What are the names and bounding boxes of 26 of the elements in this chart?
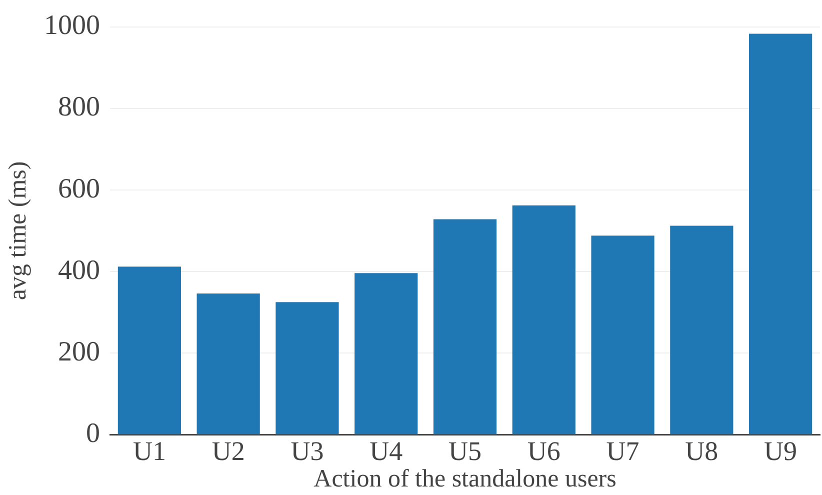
y-tick-label: 200 (58, 336, 100, 368)
x-tick-label: U9 (764, 436, 798, 466)
x-tick-label: U8 (685, 436, 718, 466)
x-tick-label: U5 (448, 436, 482, 466)
x-tick-label: U1 (132, 436, 166, 466)
x-tick-label: U6 (527, 436, 560, 466)
bar (512, 205, 576, 434)
y-tick-label: 1000 (44, 10, 100, 42)
y-tick-label: 800 (58, 92, 100, 123)
y-axis-title: avg time (ms) (4, 161, 32, 300)
y-tick-label: 400 (58, 254, 100, 286)
bar (749, 34, 812, 434)
bar (433, 219, 497, 434)
bar (196, 294, 260, 434)
x-tick-label: U3 (290, 436, 324, 466)
bar (591, 236, 654, 434)
x-tick-label: U7 (606, 436, 640, 466)
bar (354, 273, 418, 434)
x-tick-label: U2 (212, 436, 245, 466)
y-tick-label: 0 (86, 418, 100, 449)
y-tick-label: 600 (58, 173, 100, 204)
bar (118, 266, 181, 434)
x-tick-label: U4 (370, 436, 404, 466)
bar (276, 302, 339, 434)
bar (670, 226, 734, 434)
x-axis-title: Action of the standalone users (314, 466, 616, 493)
